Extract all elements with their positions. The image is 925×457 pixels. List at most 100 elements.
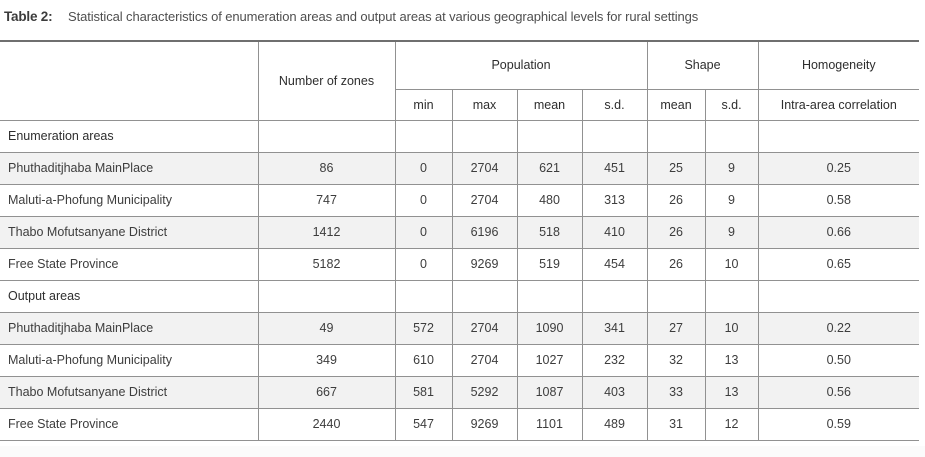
cell-pop-mean: 480	[516, 183, 583, 217]
cell-pop-sd: 451	[581, 151, 648, 185]
cell-pop-mean: 1090	[516, 311, 583, 345]
cell-shape-sd: 9	[704, 151, 759, 185]
cell-correlation: 0.66	[757, 215, 920, 249]
cell-pop-max: 2704	[451, 311, 518, 345]
cell-zones: 5182	[257, 247, 396, 281]
cell-pop-max: 6196	[451, 215, 518, 249]
table-number-label: Table 2:	[4, 9, 53, 24]
subheader-pop-sd: s.d.	[581, 88, 648, 121]
cell-pop-max: 9269	[451, 247, 518, 281]
cell-correlation: 0.25	[757, 151, 920, 185]
cell-correlation: 0.56	[757, 375, 920, 409]
cell-pop-sd: 403	[581, 375, 648, 409]
table-row: Phuthaditjhaba MainPlace 86 0 2704 621 4…	[0, 151, 920, 185]
cell-pop-mean: 1087	[516, 375, 583, 409]
table-row: Thabo Mofutsanyane District 667 581 5292…	[0, 375, 920, 409]
cell-zones: 2440	[257, 407, 396, 441]
cell-correlation: 0.22	[757, 311, 920, 345]
subheader-pop-mean: mean	[516, 88, 583, 121]
cell-shape-sd: 10	[704, 311, 759, 345]
cell-pop-max: 2704	[451, 183, 518, 217]
cell-shape-mean: 26	[646, 247, 706, 281]
cell-pop-min: 0	[394, 183, 453, 217]
cell-pop-mean: 1101	[516, 407, 583, 441]
section-row-output-areas: Output areas	[0, 279, 920, 313]
table-caption-text: Statistical characteristics of enumerati…	[68, 9, 699, 24]
row-label: Thabo Mofutsanyane District	[0, 215, 259, 249]
table-row: Thabo Mofutsanyane District 1412 0 6196 …	[0, 215, 920, 249]
cell-pop-max: 5292	[451, 375, 518, 409]
cell-pop-max: 2704	[451, 343, 518, 377]
col-group-population: Population	[394, 40, 648, 90]
cell-pop-sd: 489	[581, 407, 648, 441]
row-label: Maluti-a-Phofung Municipality	[0, 343, 259, 377]
cell-pop-min: 547	[394, 407, 453, 441]
cell-shape-mean: 32	[646, 343, 706, 377]
subheader-pop-max: max	[451, 88, 518, 121]
col-header-number-of-zones: Number of zones	[257, 40, 396, 121]
cell-pop-mean: 621	[516, 151, 583, 185]
page-bottom-margin	[0, 446, 925, 457]
cell-correlation: 0.65	[757, 247, 920, 281]
cell-zones: 667	[257, 375, 396, 409]
cell-pop-min: 0	[394, 247, 453, 281]
cell-pop-min: 0	[394, 151, 453, 185]
cell-shape-mean: 31	[646, 407, 706, 441]
cell-zones: 86	[257, 151, 396, 185]
cell-pop-mean: 1027	[516, 343, 583, 377]
col-group-shape: Shape	[646, 40, 759, 90]
row-label: Maluti-a-Phofung Municipality	[0, 183, 259, 217]
cell-shape-mean: 26	[646, 183, 706, 217]
cell-correlation: 0.59	[757, 407, 920, 441]
cell-shape-sd: 13	[704, 375, 759, 409]
table-row: Free State Province 2440 547 9269 1101 4…	[0, 407, 920, 441]
cell-pop-min: 610	[394, 343, 453, 377]
subheader-shape-sd: s.d.	[704, 88, 759, 121]
table-row: Phuthaditjhaba MainPlace 49 572 2704 109…	[0, 311, 920, 345]
cell-shape-mean: 26	[646, 215, 706, 249]
section-row-enumeration-areas: Enumeration areas	[0, 119, 920, 153]
cell-shape-mean: 33	[646, 375, 706, 409]
table-caption: Table 2: Statistical characteristics of …	[0, 0, 925, 40]
row-label: Phuthaditjhaba MainPlace	[0, 311, 259, 345]
cell-pop-sd: 313	[581, 183, 648, 217]
row-label: Free State Province	[0, 247, 259, 281]
table-row: Maluti-a-Phofung Municipality 349 610 27…	[0, 343, 920, 377]
cell-zones: 49	[257, 311, 396, 345]
row-label: Free State Province	[0, 407, 259, 441]
cell-shape-sd: 9	[704, 183, 759, 217]
cell-pop-min: 572	[394, 311, 453, 345]
cell-pop-max: 9269	[451, 407, 518, 441]
cell-zones: 1412	[257, 215, 396, 249]
cell-pop-max: 2704	[451, 151, 518, 185]
subheader-shape-mean: mean	[646, 88, 706, 121]
cell-shape-sd: 12	[704, 407, 759, 441]
section-label: Output areas	[0, 279, 259, 313]
cell-shape-sd: 13	[704, 343, 759, 377]
table-row: Free State Province 5182 0 9269 519 454 …	[0, 247, 920, 281]
cell-pop-sd: 410	[581, 215, 648, 249]
cell-shape-mean: 27	[646, 311, 706, 345]
cell-shape-mean: 25	[646, 151, 706, 185]
cell-pop-sd: 454	[581, 247, 648, 281]
subheader-intra-area-correlation: Intra-area correlation	[757, 88, 920, 121]
cell-pop-mean: 518	[516, 215, 583, 249]
cell-zones: 747	[257, 183, 396, 217]
row-label: Thabo Mofutsanyane District	[0, 375, 259, 409]
col-group-homogeneity: Homogeneity	[757, 40, 920, 90]
row-label: Phuthaditjhaba MainPlace	[0, 151, 259, 185]
subheader-pop-min: min	[394, 88, 453, 121]
cell-zones: 349	[257, 343, 396, 377]
cell-pop-min: 581	[394, 375, 453, 409]
cell-pop-min: 0	[394, 215, 453, 249]
statistics-table: Number of zones Population Shape Homogen…	[0, 40, 920, 441]
cell-pop-sd: 232	[581, 343, 648, 377]
cell-pop-mean: 519	[516, 247, 583, 281]
cell-shape-sd: 9	[704, 215, 759, 249]
corner-header-cell	[0, 40, 259, 121]
cell-correlation: 0.58	[757, 183, 920, 217]
cell-shape-sd: 10	[704, 247, 759, 281]
table-row: Maluti-a-Phofung Municipality 747 0 2704…	[0, 183, 920, 217]
section-label: Enumeration areas	[0, 119, 259, 153]
cell-correlation: 0.50	[757, 343, 920, 377]
